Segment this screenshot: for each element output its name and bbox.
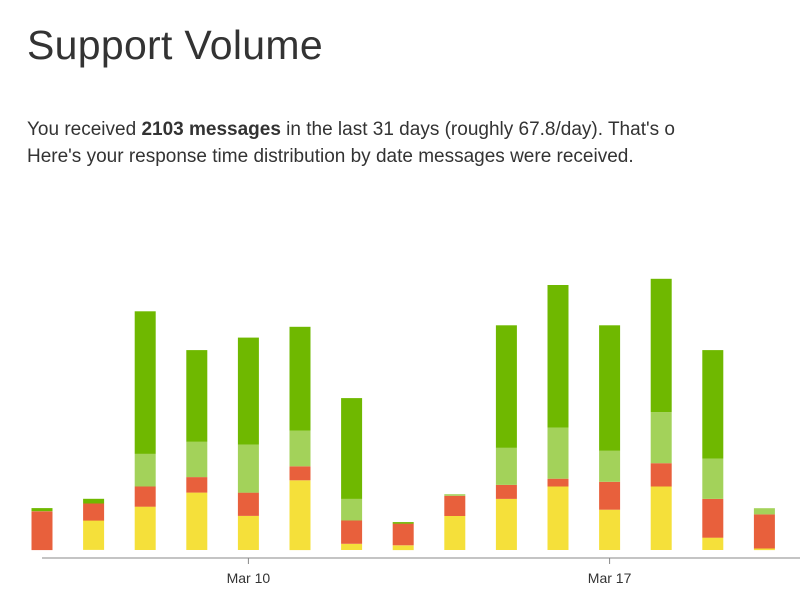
x-tick-label-2: Mar 17 xyxy=(588,570,632,586)
bar-segment-14-1 xyxy=(702,537,724,550)
bar-segment-5-3 xyxy=(237,444,259,493)
bar-segment-13-3 xyxy=(650,412,672,464)
bar-segment-10-3 xyxy=(495,447,517,485)
summary-prefix: You received xyxy=(27,119,142,140)
bar-segment-4-2 xyxy=(186,477,208,493)
bar-segment-15-2 xyxy=(753,514,775,549)
bar-segment-12-3 xyxy=(599,450,621,482)
bar-segment-14-3 xyxy=(702,458,724,499)
bar-segment-8-4 xyxy=(392,522,414,524)
bar-segment-9-3 xyxy=(444,494,466,496)
bar-segment-2-2 xyxy=(83,503,105,521)
bar-segment-3-4 xyxy=(134,311,156,454)
bar-segment-2-1 xyxy=(83,520,105,550)
summary-text: You received 2103 messages in the last 3… xyxy=(27,116,800,170)
bar-segment-1-4 xyxy=(31,508,53,512)
summary-line-2: Here's your response time distribution b… xyxy=(27,146,634,167)
bar-segment-7-2 xyxy=(341,520,363,544)
bar-segment-11-4 xyxy=(547,285,569,428)
bar-segment-12-4 xyxy=(599,325,621,451)
bar-segment-12-2 xyxy=(599,481,621,510)
bar-segment-15-3 xyxy=(753,508,775,515)
bar-segment-6-3 xyxy=(289,430,311,467)
bar-segment-5-2 xyxy=(237,492,259,516)
bar-segment-7-4 xyxy=(341,398,363,499)
bar-segment-8-1 xyxy=(392,545,414,551)
bar-segment-13-1 xyxy=(650,486,672,550)
bar-segment-10-4 xyxy=(495,325,517,448)
bar-segment-5-4 xyxy=(237,337,259,445)
bar-segment-7-3 xyxy=(341,498,363,521)
bar-segment-4-3 xyxy=(186,441,208,478)
bar-segment-10-2 xyxy=(495,484,517,499)
bar-segment-13-2 xyxy=(650,463,672,487)
bar-segment-13-4 xyxy=(650,278,672,413)
summary-line-1: You received 2103 messages in the last 3… xyxy=(27,116,800,143)
bar-segment-4-1 xyxy=(186,492,208,550)
bar-segment-14-4 xyxy=(702,350,724,459)
bar-segment-9-2 xyxy=(444,495,466,516)
bar-segment-11-1 xyxy=(547,486,569,550)
bar-segment-7-1 xyxy=(341,543,363,550)
bar-segment-3-1 xyxy=(134,506,156,550)
bar-segment-14-2 xyxy=(702,498,724,538)
bar-segment-1-2 xyxy=(31,511,53,551)
bar-segment-11-3 xyxy=(547,427,569,479)
bar-segment-12-1 xyxy=(599,509,621,550)
x-tick-label-1: Mar 10 xyxy=(227,570,271,586)
bar-segment-6-1 xyxy=(289,480,311,551)
bar-segment-11-2 xyxy=(547,478,569,487)
summary-suffix: in the last 31 days (roughly 67.8/day). … xyxy=(280,119,675,140)
bar-segment-6-2 xyxy=(289,466,311,481)
message-count: 2103 messages xyxy=(141,119,281,140)
bar-segment-4-4 xyxy=(186,350,208,442)
bar-segment-2-4 xyxy=(83,498,105,504)
bar-segment-6-4 xyxy=(289,326,311,431)
bar-segment-3-3 xyxy=(134,453,156,487)
bar-segment-15-1 xyxy=(753,548,775,551)
bar-segment-10-1 xyxy=(495,498,517,550)
bar-segment-5-1 xyxy=(237,515,259,550)
page-title: Support Volume xyxy=(27,22,323,68)
bar-segment-3-2 xyxy=(134,486,156,507)
bar-segment-9-1 xyxy=(444,515,466,550)
bar-segment-8-2 xyxy=(392,523,414,546)
